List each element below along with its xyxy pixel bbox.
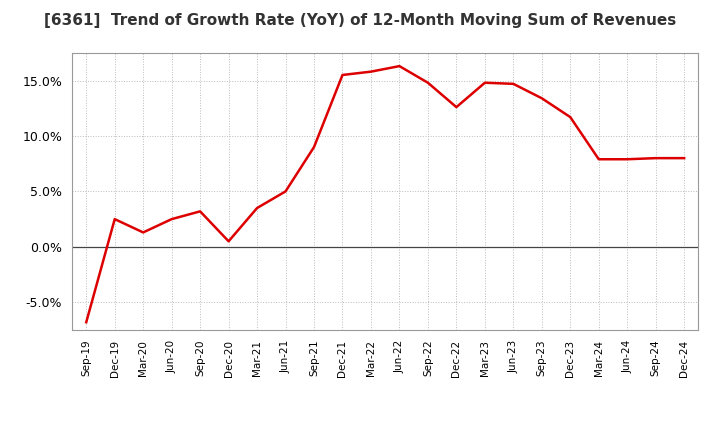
Text: [6361]  Trend of Growth Rate (YoY) of 12-Month Moving Sum of Revenues: [6361] Trend of Growth Rate (YoY) of 12-… — [44, 13, 676, 28]
